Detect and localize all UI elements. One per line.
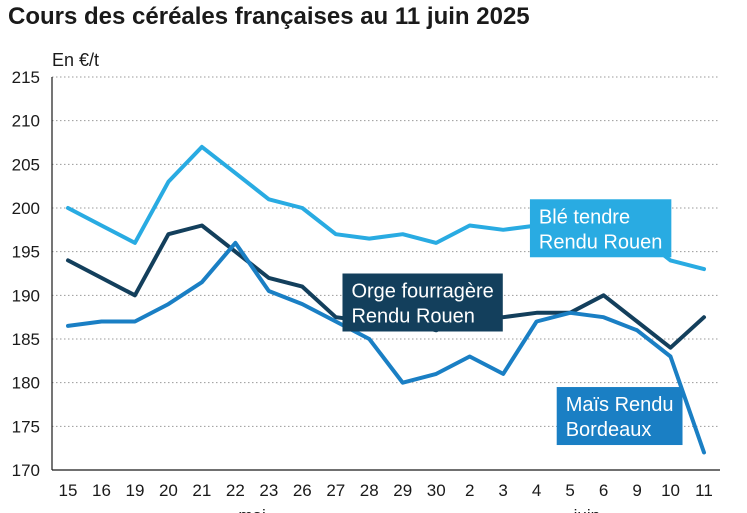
y-tick-label: 185 bbox=[12, 330, 40, 349]
series-labels: Blé tendre Rendu Rouen Orge fourragère Rend… bbox=[342, 199, 683, 446]
x-tick-label: 26 bbox=[293, 481, 312, 500]
x-tick-label: 29 bbox=[393, 481, 412, 500]
y-tick-label: 175 bbox=[12, 417, 40, 436]
y-tick-label: 205 bbox=[12, 155, 40, 174]
series-label-text: Maïs Rendu bbox=[566, 394, 674, 416]
x-tick-label: 27 bbox=[326, 481, 345, 500]
y-tick-label: 190 bbox=[12, 286, 40, 305]
y-axis-label: En €/t bbox=[52, 50, 99, 70]
x-tick-label: 30 bbox=[427, 481, 446, 500]
x-tick-label: 16 bbox=[92, 481, 111, 500]
x-tick-label: 21 bbox=[192, 481, 211, 500]
series-label-text: Orge fourragère bbox=[351, 281, 493, 303]
x-tick-label: 20 bbox=[159, 481, 178, 500]
x-tick-label: 9 bbox=[632, 481, 641, 500]
month-label: juin bbox=[573, 506, 600, 513]
x-tick-label: 28 bbox=[360, 481, 379, 500]
axes bbox=[51, 77, 720, 471]
x-tick-label: 23 bbox=[259, 481, 278, 500]
series-label-text: Bordeaux bbox=[566, 419, 652, 441]
series-label-text: Blé tendre bbox=[539, 206, 630, 228]
y-tick-label: 200 bbox=[12, 199, 40, 218]
x-tick-label: 15 bbox=[59, 481, 78, 500]
series-label-box bbox=[556, 387, 683, 446]
x-tick-label: 5 bbox=[565, 481, 574, 500]
series-label-0: Blé tendre Rendu Rouen bbox=[529, 199, 672, 258]
series-line-2 bbox=[66, 240, 706, 455]
series-label-box bbox=[529, 199, 672, 258]
series-label-2: Maïs Rendu Bordeaux bbox=[556, 387, 683, 446]
series-label-text: Rendu Rouen bbox=[351, 306, 474, 328]
x-tick-label: 6 bbox=[599, 481, 608, 500]
y-tick-label: 195 bbox=[12, 243, 40, 262]
series-label-text: Rendu Rouen bbox=[539, 231, 662, 253]
x-tick-label: 22 bbox=[226, 481, 245, 500]
y-tick-label: 210 bbox=[12, 112, 40, 131]
y-tick-label: 215 bbox=[12, 68, 40, 87]
x-tick-label: 3 bbox=[498, 481, 507, 500]
chart-title: Cours des céréales françaises au 11 juin… bbox=[8, 3, 530, 30]
x-tick-label: 10 bbox=[661, 481, 680, 500]
month-label: mai bbox=[238, 506, 265, 513]
series-label-1: Orge fourragère Rendu Rouen bbox=[342, 273, 503, 332]
x-tick-label: 4 bbox=[532, 481, 541, 500]
x-tick-label: 19 bbox=[125, 481, 144, 500]
y-tick-label: 170 bbox=[12, 461, 40, 480]
x-tick-label: 11 bbox=[695, 481, 713, 500]
y-tick-label: 180 bbox=[12, 374, 40, 393]
x-tick-label: 2 bbox=[465, 481, 474, 500]
series-label-box bbox=[342, 273, 503, 332]
